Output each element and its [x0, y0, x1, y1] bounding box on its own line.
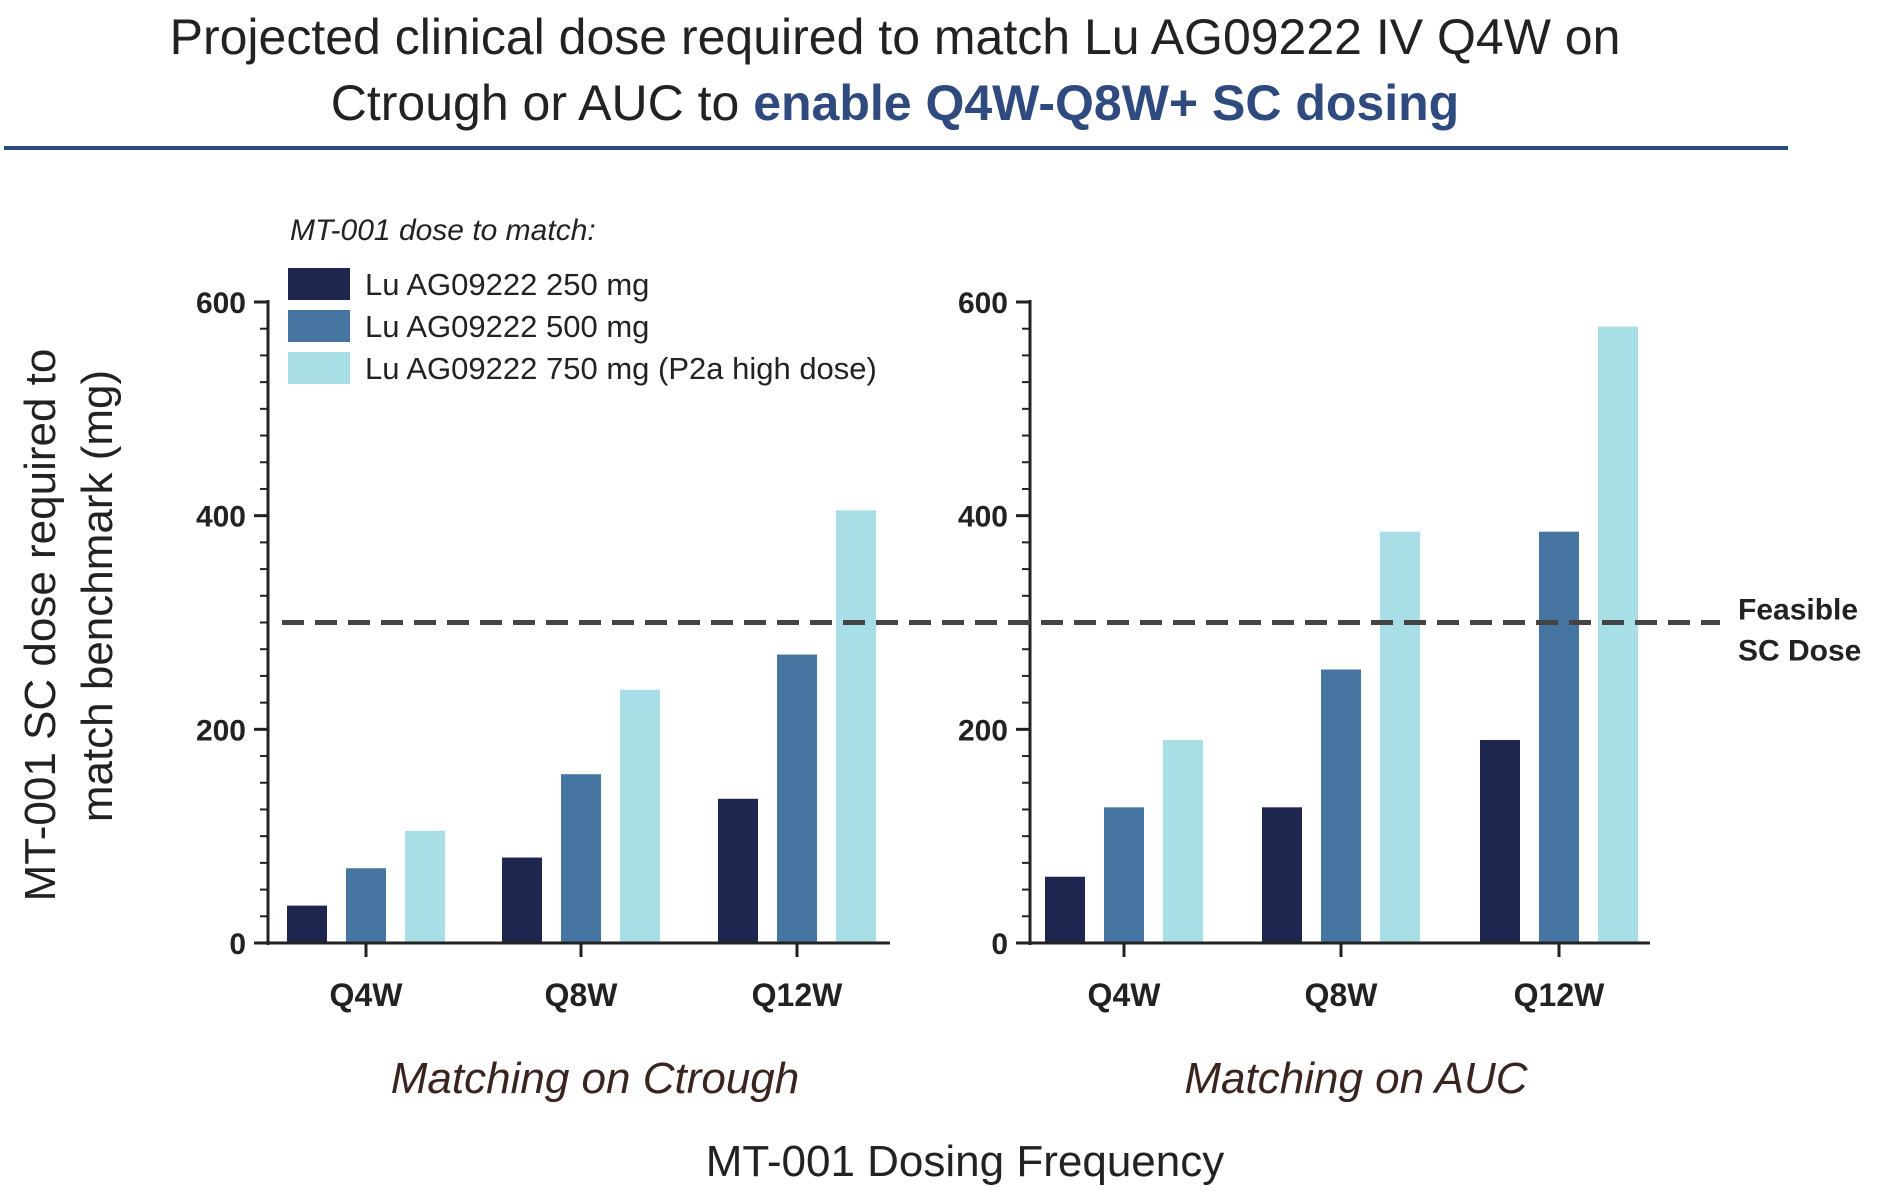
x-tick-label-q8w: Q8W [1305, 977, 1379, 1013]
y-tick-label-2: 600 [958, 287, 1008, 320]
y-axis-title-line-2: match benchmark (mg) [73, 370, 122, 822]
bar-ctrough-q4w-s2 [346, 868, 386, 943]
bar-ctrough-q12w-s2 [777, 654, 817, 943]
chart-title: Projected clinical dose required to matc… [0, 4, 1790, 136]
bar-auc-q12w-s1 [1480, 740, 1520, 943]
x-axis-title: MT-001 Dosing Frequency [706, 1137, 1224, 1186]
legend-title: MT-001 dose to match: [290, 214, 596, 247]
bar-ctrough-q4w-s3 [405, 830, 445, 943]
bar-auc-q4w-s3 [1163, 740, 1203, 943]
y-tick-label-2: 200 [958, 714, 1008, 747]
legend-swatch-1 [288, 268, 350, 300]
bar-ctrough-q8w-s2 [561, 774, 601, 943]
panel-label-ctrough: Matching on Ctrough [391, 1054, 799, 1103]
reference-label-line-2: SC Dose [1738, 635, 1861, 668]
x-tick-label-q12w: Q12W [1514, 977, 1605, 1013]
bar-ctrough-q12w-s3 [836, 510, 876, 943]
bar-ctrough-q4w-s1 [287, 905, 327, 943]
x-tick-label-q12w: Q12W [752, 977, 843, 1013]
y-tick-label-2: 0 [991, 928, 1008, 961]
bar-ctrough-q12w-s1 [718, 798, 758, 943]
bar-auc-q12w-s2 [1539, 531, 1579, 943]
y-axis-title-line-1: MT-001 SC dose required to [16, 349, 65, 902]
x-tick-label-q8w: Q8W [545, 977, 619, 1013]
bar-ctrough-q8w-s1 [502, 857, 542, 943]
title-divider [4, 146, 1788, 150]
title-accent: enable Q4W-Q8W+ SC dosing [753, 75, 1460, 131]
y-tick-label-2: 400 [958, 501, 1008, 534]
y-tick-label-1: 0 [229, 928, 246, 961]
title-line-2: Ctrough or AUC to enable Q4W-Q8W+ SC dos… [0, 70, 1790, 136]
x-tick-label-q4w: Q4W [330, 977, 404, 1013]
legend-swatch-3 [288, 352, 350, 384]
x-tick-label-q4w: Q4W [1088, 977, 1162, 1013]
bar-auc-q4w-s2 [1104, 807, 1144, 943]
bar-auc-q12w-s3 [1598, 326, 1638, 943]
y-tick-label-1: 600 [196, 287, 246, 320]
bar-auc-q8w-s3 [1380, 531, 1420, 943]
bar-auc-q8w-s2 [1321, 669, 1361, 943]
legend-label-2: Lu AG09222 500 mg [365, 309, 649, 344]
legend-swatch-2 [288, 310, 350, 342]
title-line-1: Projected clinical dose required to matc… [169, 9, 1621, 65]
legend-label-1: Lu AG09222 250 mg [365, 267, 649, 302]
bar-auc-q8w-s1 [1262, 807, 1302, 943]
bar-auc-q4w-s1 [1045, 876, 1085, 943]
y-tick-label-1: 400 [196, 501, 246, 534]
title-line-2-text: Ctrough or AUC to [330, 75, 754, 131]
panel-label-auc: Matching on AUC [1184, 1054, 1528, 1103]
bar-ctrough-q8w-s3 [620, 689, 660, 943]
reference-label-line-1: Feasible [1738, 594, 1858, 627]
legend-label-3: Lu AG09222 750 mg (P2a high dose) [365, 351, 877, 386]
y-tick-label-1: 200 [196, 714, 246, 747]
